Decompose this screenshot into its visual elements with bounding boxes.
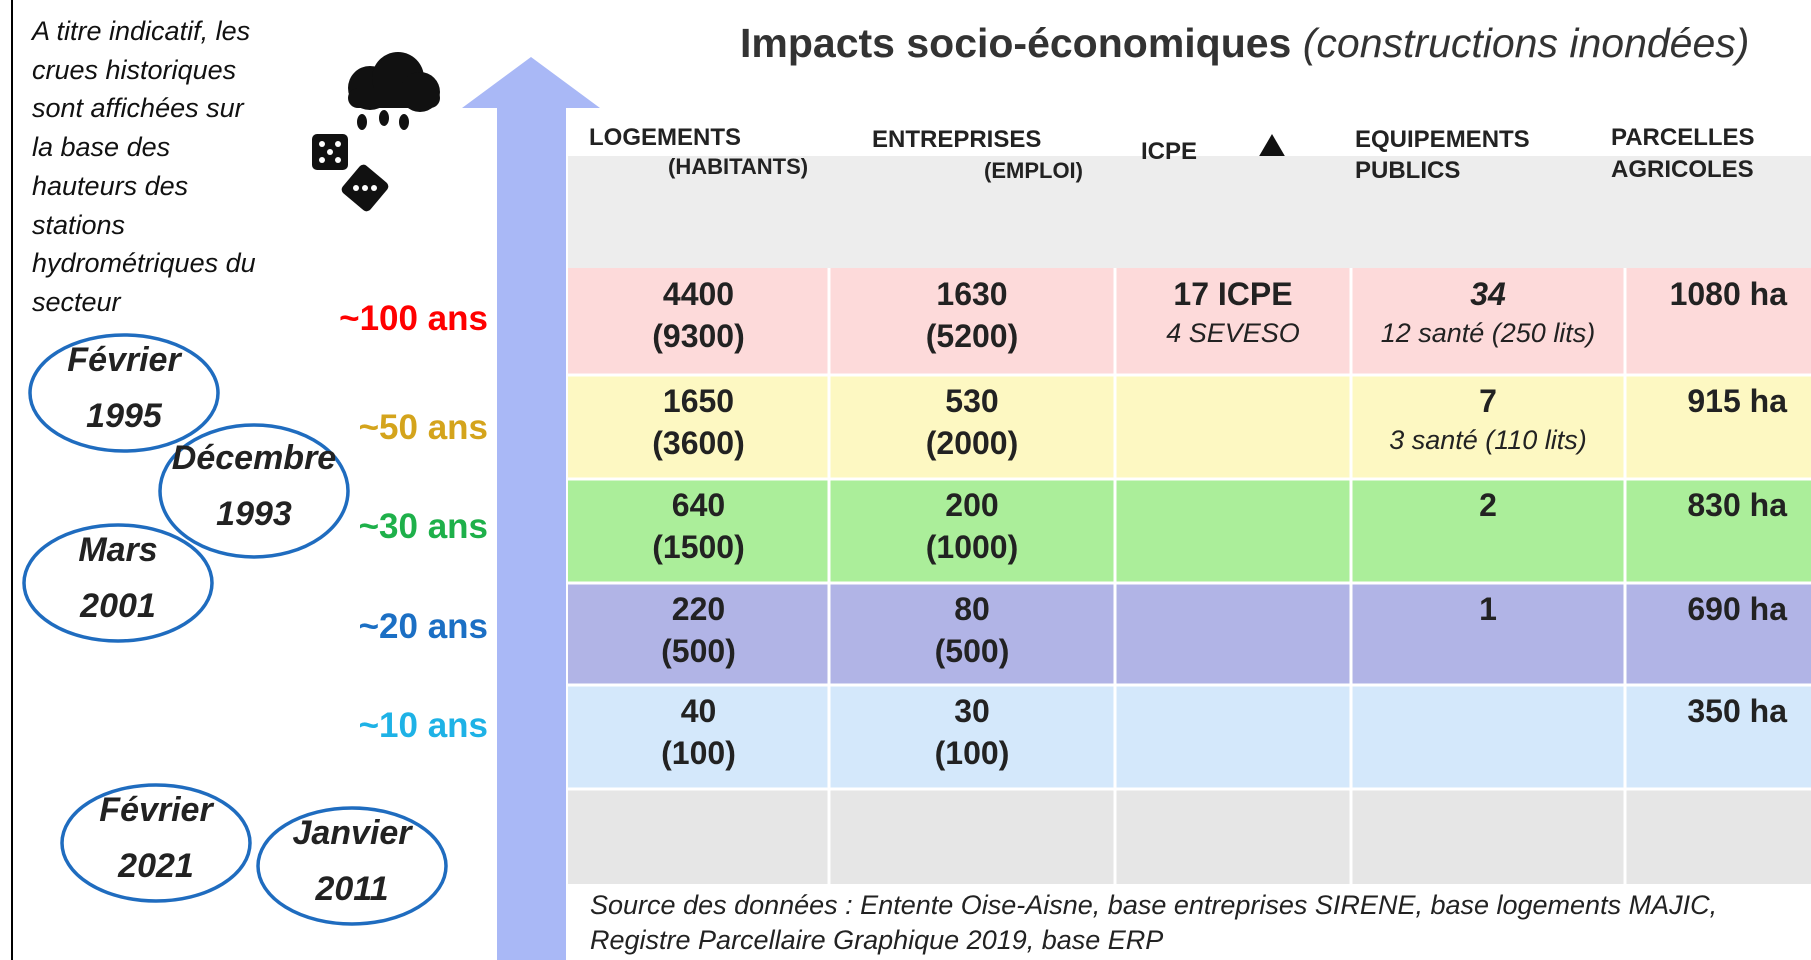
header-band xyxy=(568,156,1811,268)
return-period: ~20 ans xyxy=(358,607,488,646)
cell-text: (500) xyxy=(661,633,736,669)
note-line: la base des xyxy=(32,132,171,163)
cell-text: 1 xyxy=(1479,591,1497,627)
row-background xyxy=(568,268,1811,375)
cell-text: 3 santé (110 lits) xyxy=(1389,425,1587,455)
column-header: (EMPLOI) xyxy=(984,158,1083,183)
cell-text: 40 xyxy=(680,693,717,729)
title: Impacts socio-économiques xyxy=(740,20,1292,66)
cell-text: 200 xyxy=(945,487,999,523)
cell-text: 80 xyxy=(954,591,990,627)
flood-year: 1993 xyxy=(216,495,292,533)
subtitle: (constructions inondées) xyxy=(1302,20,1750,66)
cell-text: 4 SEVESO xyxy=(1166,318,1300,348)
flood-year: 2021 xyxy=(118,847,194,885)
column-header: PUBLICS xyxy=(1355,157,1461,184)
cell-text: 350 ha xyxy=(1687,693,1787,729)
cell-text: 915 ha xyxy=(1687,383,1787,419)
cell-text: 7 xyxy=(1479,383,1497,419)
row-background xyxy=(568,583,1811,685)
arrow xyxy=(462,57,600,960)
flood-ellipse xyxy=(256,806,448,926)
note-line: stations xyxy=(32,209,126,240)
flood-year: 2001 xyxy=(80,587,156,625)
note-line: hauteurs des xyxy=(32,170,189,201)
cell-text: 12 santé (250 lits) xyxy=(1380,318,1596,348)
cell-text: 17 ICPE xyxy=(1173,276,1293,312)
flood-month: Février xyxy=(99,791,213,829)
column-header: LOGEMENTS xyxy=(589,124,742,151)
flood-month: Décembre xyxy=(171,439,337,477)
column-header: (HABITANTS) xyxy=(668,154,809,179)
row-background xyxy=(568,375,1811,479)
flood-ellipse xyxy=(22,523,214,643)
column-header: PARCELLES xyxy=(1611,124,1755,151)
cell-text: 1650 xyxy=(662,383,735,419)
cell-text: 530 xyxy=(945,383,999,419)
cell-text: (9300) xyxy=(652,318,745,354)
cell-text: 34 xyxy=(1470,276,1506,312)
return-period: ~100 ans xyxy=(339,299,488,338)
flood-ellipse xyxy=(158,423,350,559)
cell-text: 30 xyxy=(954,693,990,729)
row-background xyxy=(568,685,1811,789)
return-period: ~50 ans xyxy=(358,408,488,447)
row-background xyxy=(568,789,1811,884)
cell-text: 690 ha xyxy=(1687,591,1787,627)
cell-text: (1000) xyxy=(925,529,1019,565)
cell-text: 830 ha xyxy=(1687,487,1787,523)
cell-text: (100) xyxy=(934,735,1010,771)
cell-text: (3600) xyxy=(652,425,745,461)
note-line: A titre indicatif, les xyxy=(32,16,251,46)
flood-ellipse xyxy=(28,333,220,453)
cell-text: 640 xyxy=(671,487,726,523)
cell-text: 1630 xyxy=(936,276,1008,312)
cell-text: (5200) xyxy=(925,318,1019,354)
source-line: Registre Parcellaire Graphique 2019, bas… xyxy=(590,925,1164,955)
column-header: AGRICOLES xyxy=(1611,156,1754,183)
note-line: secteur xyxy=(32,286,121,317)
flood-year: 1995 xyxy=(86,397,162,435)
column-header: ICPE xyxy=(1141,138,1198,165)
flood-year: 2011 xyxy=(315,870,389,908)
cell-text: (1500) xyxy=(652,529,745,565)
weather-icon xyxy=(312,52,440,212)
column-header: ENTREPRISES xyxy=(872,126,1042,153)
note-line: sont affichées sur xyxy=(32,93,244,124)
cell-text: 2 xyxy=(1479,487,1497,523)
column-header: EQUIPEMENTS xyxy=(1355,126,1530,153)
row-background xyxy=(568,479,1811,583)
source-line: Source des données : Entente Oise-Aisne,… xyxy=(590,890,1718,920)
flood-month: Mars xyxy=(78,531,158,569)
cell-text: 1080 ha xyxy=(1669,276,1787,312)
cell-text: (100) xyxy=(661,735,736,771)
cell-text: 4400 xyxy=(662,276,735,312)
note-line: hydrométriques du xyxy=(32,248,256,279)
return-period: ~30 ans xyxy=(358,507,488,546)
flood-ellipse xyxy=(60,783,252,903)
flood-month: Janvier xyxy=(292,814,412,852)
cell-text: (500) xyxy=(934,633,1010,669)
return-period: ~10 ans xyxy=(358,706,488,745)
cell-text: (2000) xyxy=(925,425,1019,461)
note-line: crues historiques xyxy=(32,54,237,85)
cell-text: 220 xyxy=(671,591,726,627)
title-line: Impacts socio-économiques (constructions… xyxy=(740,20,1749,67)
flood-month: Février xyxy=(67,341,181,379)
